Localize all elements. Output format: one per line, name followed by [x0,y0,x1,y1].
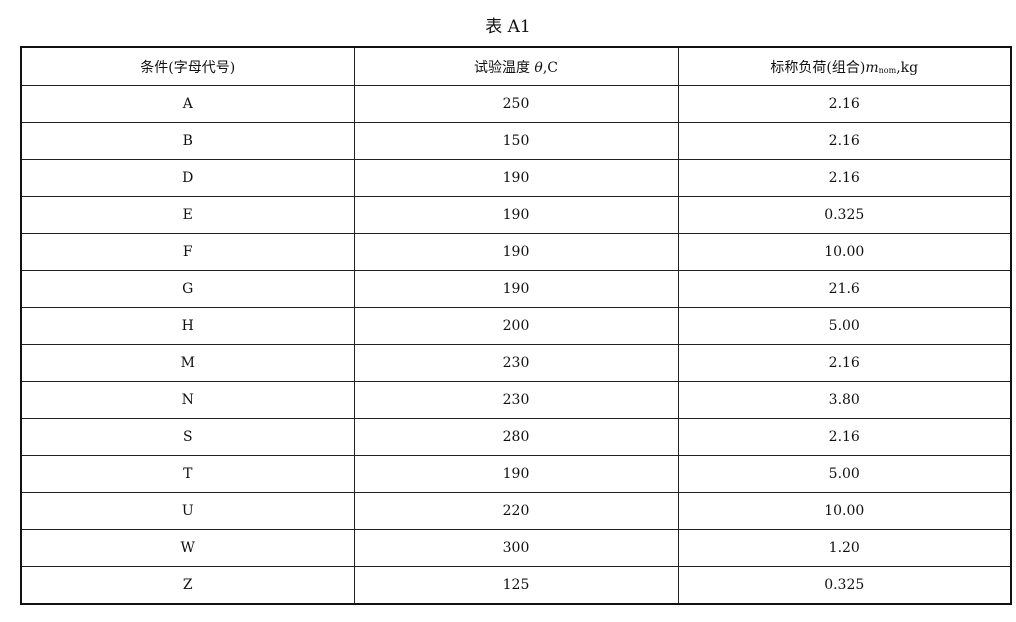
table-caption: 表 A1 [485,17,531,37]
cell-temperature: 125 [353,566,679,605]
table-row: S 280 2.16 [20,418,1012,456]
table-row: H 200 5.00 [20,307,1012,345]
header-row: 条件(字母代号) 试验温度 θ,C 标称负荷(组合)mnom,kg [20,46,1012,86]
header-load: 标称负荷(组合)mnom,kg [677,46,1012,86]
cell-temperature: 200 [353,307,679,345]
cell-condition: E [20,196,355,234]
header-condition: 条件(字母代号) [20,46,355,86]
table-row: B 150 2.16 [20,122,1012,160]
cell-temperature: 230 [353,381,679,419]
table-row: G 190 21.6 [20,270,1012,308]
cell-load: 0.325 [677,196,1012,234]
cell-temperature: 280 [353,418,679,456]
cell-condition: G [20,270,355,308]
header-temperature: 试验温度 θ,C [353,46,679,86]
table-row: M 230 2.16 [20,344,1012,382]
table-row: D 190 2.16 [20,159,1012,197]
cell-load: 1.20 [677,529,1012,567]
load-subscript: nom [878,65,897,75]
cell-condition: F [20,233,355,271]
cell-temperature: 230 [353,344,679,382]
table-row: U 220 10.00 [20,492,1012,530]
cell-temperature: 190 [353,455,679,493]
table-row: E 190 0.325 [20,196,1012,234]
load-symbol: m [865,59,879,76]
cell-condition: D [20,159,355,197]
cell-condition: H [20,307,355,345]
temp-unit: ,C [542,59,559,76]
cell-load: 2.16 [677,344,1012,382]
cell-load: 2.16 [677,418,1012,456]
conditions-table: 条件(字母代号) 试验温度 θ,C 标称负荷(组合)mnom,kg A 250 2.… [20,46,1012,605]
cell-condition: M [20,344,355,382]
table-row: N 230 3.80 [20,381,1012,419]
cell-load: 3.80 [677,381,1012,419]
temp-label: 试验温度 [473,59,535,76]
table-row: W 300 1.20 [20,529,1012,567]
cell-condition: Z [20,566,355,605]
load-label: 标称负荷(组合) [770,59,866,76]
cell-load: 10.00 [677,492,1012,530]
cell-temperature: 220 [353,492,679,530]
cell-temperature: 190 [353,196,679,234]
cell-temperature: 250 [353,85,679,123]
temp-symbol: θ [534,59,543,76]
cell-load: 5.00 [677,455,1012,493]
table-row: Z 125 0.325 [20,566,1012,605]
load-unit: ,kg [896,59,919,76]
cell-condition: N [20,381,355,419]
cell-temperature: 190 [353,270,679,308]
cell-condition: W [20,529,355,567]
cell-condition: A [20,85,355,123]
cell-load: 0.325 [677,566,1012,605]
table-row: T 190 5.00 [20,455,1012,493]
cell-condition: S [20,418,355,456]
cell-temperature: 190 [353,233,679,271]
cell-condition: U [20,492,355,530]
table-row: F 190 10.00 [20,233,1012,271]
cell-temperature: 150 [353,122,679,160]
cell-load: 2.16 [677,122,1012,160]
table-row: A 250 2.16 [20,85,1012,123]
cell-load: 2.16 [677,159,1012,197]
cell-condition: T [20,455,355,493]
cell-temperature: 190 [353,159,679,197]
cell-load: 5.00 [677,307,1012,345]
cell-load: 2.16 [677,85,1012,123]
cell-condition: B [20,122,355,160]
cell-load: 10.00 [677,233,1012,271]
cell-load: 21.6 [677,270,1012,308]
cell-temperature: 300 [353,529,679,567]
